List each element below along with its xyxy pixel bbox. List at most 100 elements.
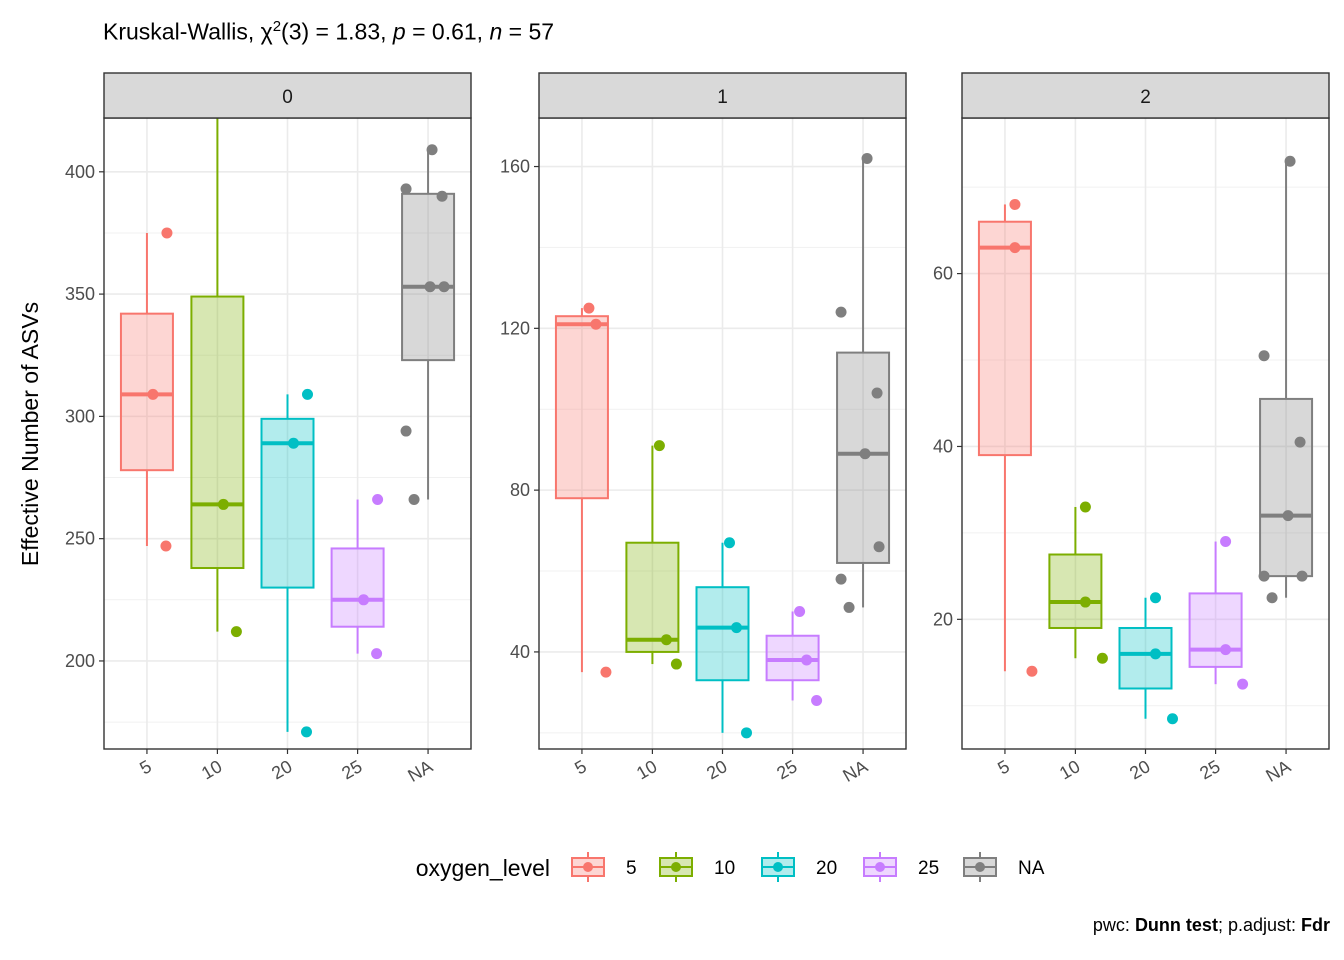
data-point (1266, 592, 1278, 604)
data-point (438, 281, 450, 293)
legend-point (773, 862, 783, 872)
x-tick-label: 20 (1126, 756, 1153, 783)
data-point (1258, 570, 1270, 582)
legend-label: 5 (626, 858, 637, 879)
data-point (1258, 350, 1270, 362)
data-point (741, 727, 752, 739)
box-10 (625, 541, 680, 653)
box-25 (765, 634, 820, 682)
y-tick-label: 400 (65, 162, 95, 182)
x-tick-label: 25 (338, 756, 365, 783)
data-point (1220, 644, 1232, 656)
data-point (436, 190, 448, 202)
legend-key-25: 25 (863, 852, 939, 882)
legend-label: NA (1018, 858, 1045, 879)
strip-background (961, 72, 1330, 119)
data-point (400, 183, 412, 195)
strip-label: 0 (282, 87, 293, 108)
data-point (400, 425, 412, 437)
box-25 (1188, 592, 1243, 668)
strip-background (103, 72, 472, 119)
data-point (1096, 652, 1108, 664)
data-point (861, 152, 873, 164)
title-n-value: = 57 (502, 18, 555, 45)
data-point (583, 302, 595, 314)
data-point (660, 634, 672, 646)
facet-panel-0: 200 250 300 350 400 0 5 10 20 25 NA (65, 72, 472, 786)
caption-sep: ; p.adjust: (1217, 915, 1301, 935)
legend-label: 10 (714, 858, 735, 879)
title-p-label: p (392, 18, 406, 45)
legend-title: oxygen_level (416, 855, 550, 881)
box-NA (401, 192, 456, 362)
x-tick-label: 25 (773, 756, 800, 783)
data-point (600, 666, 612, 678)
x-tick-label: 10 (1056, 756, 1083, 783)
legend-key-5: 5 (571, 852, 637, 882)
x-tick-label: 20 (703, 756, 730, 783)
x-tick-label: 25 (1196, 756, 1223, 783)
data-point (302, 388, 313, 400)
y-tick-label: 300 (65, 406, 95, 426)
data-point (358, 594, 370, 606)
caption: pwc: Dunn test; p.adjust: Fdr (1093, 915, 1330, 936)
data-point (1282, 510, 1294, 522)
caption-adjust-value: Fdr (1301, 915, 1330, 935)
legend-point (583, 862, 593, 872)
title-n-label: n (489, 18, 503, 45)
data-point (230, 626, 242, 638)
box-20 (260, 417, 315, 589)
box-5 (977, 220, 1032, 457)
data-point (1167, 713, 1178, 725)
data-point (835, 573, 847, 585)
data-point (1150, 648, 1161, 660)
data-point (794, 605, 806, 617)
x-tick-label: 20 (268, 756, 295, 783)
data-point (1150, 592, 1161, 604)
data-point (160, 540, 172, 552)
data-point (843, 601, 855, 613)
data-point (372, 494, 384, 506)
strip-label: 2 (1140, 87, 1151, 108)
legend-key-20: 20 (761, 852, 837, 882)
y-tick-label: 160 (500, 157, 530, 177)
legend-point (975, 862, 985, 872)
data-point (288, 437, 299, 449)
y-tick-label: 20 (933, 609, 953, 629)
legend-key-10: 10 (659, 852, 735, 882)
box-20 (1118, 626, 1173, 690)
y-tick-label: 60 (933, 264, 953, 284)
x-tick-label: NA (404, 756, 436, 786)
legend-point (671, 862, 681, 872)
x-tick-label: 5 (571, 756, 590, 778)
x-tick-label: 5 (136, 756, 155, 778)
legend-label: 25 (918, 858, 939, 879)
data-point (1009, 198, 1021, 210)
data-point (371, 648, 383, 660)
data-point (811, 694, 823, 706)
y-tick-label: 40 (510, 642, 530, 662)
data-point (871, 387, 883, 399)
data-point (724, 537, 735, 549)
data-point (1079, 501, 1091, 513)
data-point (835, 306, 847, 318)
box-5 (554, 315, 609, 500)
y-tick-label: 40 (933, 436, 953, 456)
legend: oxygen_level 5 10 20 25 NA (416, 852, 1045, 882)
box-5 (119, 312, 174, 472)
strip-label: 1 (717, 87, 728, 108)
y-tick-label: 350 (65, 284, 95, 304)
data-point (1296, 570, 1308, 582)
title-chi: χ (260, 18, 273, 45)
box-10 (190, 295, 245, 570)
box-20 (695, 586, 750, 682)
facet-panel-1: 40 80 120 160 1 5 10 20 25 NA (500, 72, 907, 786)
box-25 (330, 547, 385, 628)
data-point (873, 541, 885, 553)
data-point (801, 654, 813, 666)
y-axis-title: Effective Number of ASVs (17, 302, 43, 566)
data-point (859, 448, 871, 460)
data-point (1284, 155, 1296, 167)
